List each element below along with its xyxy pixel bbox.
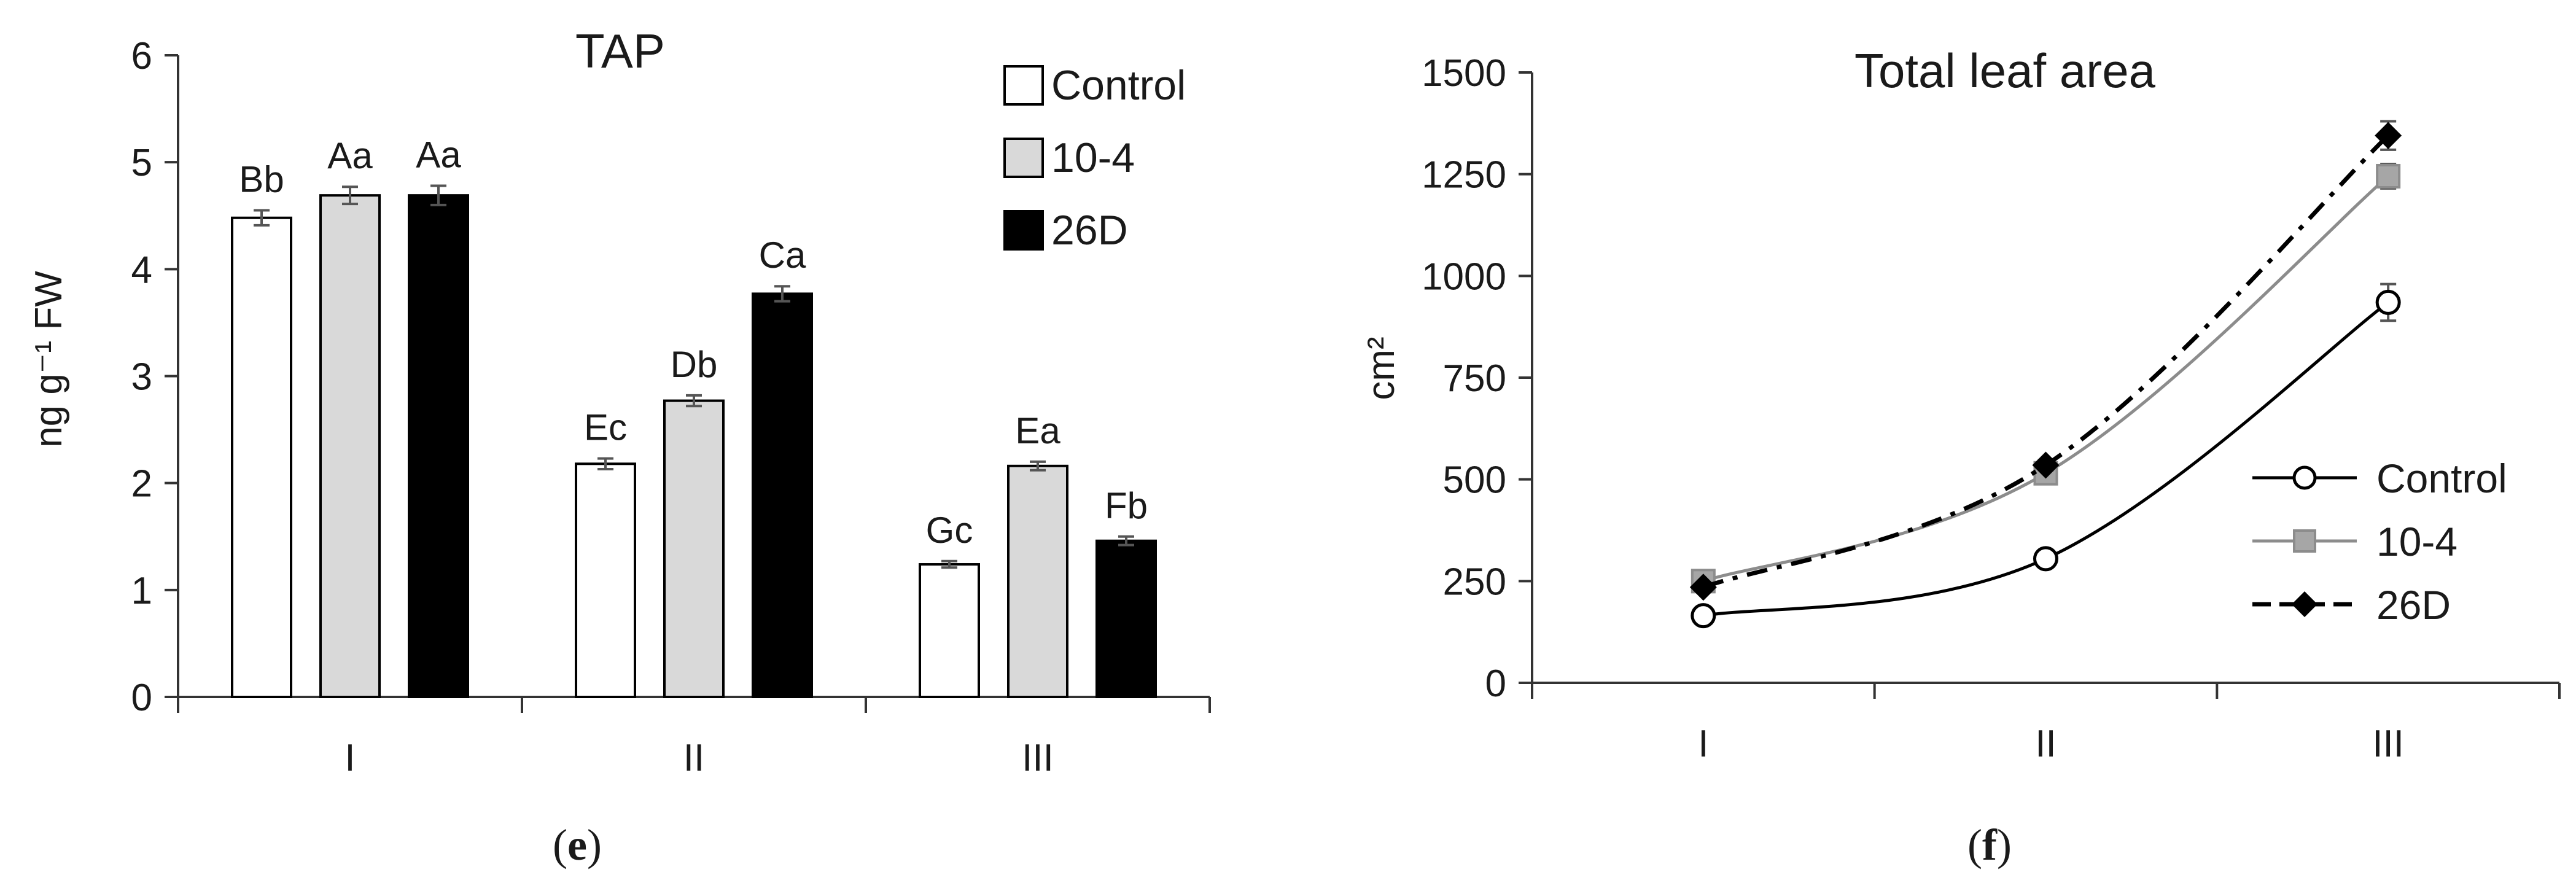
y-tick-label: 6 <box>131 35 152 77</box>
legend-swatch <box>1003 138 1044 178</box>
x-axis: I II III <box>177 696 1211 779</box>
x-tick-label: II <box>2035 723 2056 765</box>
legend-swatch <box>1003 65 1044 106</box>
y-tick-label: 500 <box>1443 459 1506 502</box>
legend-label: Control <box>1051 62 1186 109</box>
data-point <box>2292 465 2317 490</box>
y-tick-label: 1000 <box>1422 255 1506 298</box>
y-tick-label: 1 <box>131 570 152 612</box>
data-point <box>1691 603 1716 629</box>
data-point <box>2293 529 2316 553</box>
bar-series-group: Bb Ec Gc Aa Db Ea Aa Ca Fb <box>231 134 1157 699</box>
x-tick-label: III <box>1022 737 1054 779</box>
data-label: Ea <box>1015 410 1060 451</box>
series-line <box>1703 175 2389 583</box>
legend-label: 26D <box>2376 582 2451 628</box>
series-line <box>1702 134 2390 589</box>
data-label: Ec <box>584 407 627 448</box>
y-tick-label: 3 <box>131 356 152 399</box>
data-label: Gc <box>926 510 973 551</box>
y-axis: 0 250 500 750 1000 1250 1500 <box>1422 52 1533 705</box>
panel-label: (e) <box>553 820 602 870</box>
y-axis-label: cm² <box>1360 337 1403 400</box>
x-tick-label: II <box>683 737 704 779</box>
data-label: Db <box>671 344 718 385</box>
chart-title: Total leaf area <box>1854 44 2156 98</box>
legend-label: Control <box>2376 456 2507 501</box>
x-tick-label: I <box>1698 723 1708 765</box>
y-tick-label: 1250 <box>1422 154 1506 196</box>
data-point <box>2376 163 2401 189</box>
x-tick-label: III <box>2372 723 2404 765</box>
data-label: Aa <box>327 135 373 176</box>
panel-label: (f) <box>1967 820 2012 870</box>
bar <box>1095 539 1157 699</box>
data-point <box>2033 546 2058 572</box>
data-label: Bb <box>239 159 284 200</box>
y-tick-label: 1500 <box>1422 52 1506 95</box>
data-label: Fb <box>1105 485 1148 526</box>
leaf-area-line-chart: Total leaf area cm² 0 250 500 750 1000 1250 15… <box>1360 44 2561 870</box>
legend: Control 10-4 26D <box>1003 62 1186 254</box>
bar <box>663 399 725 699</box>
y-tick-label: 0 <box>1485 663 1506 705</box>
data-point <box>1689 574 1717 601</box>
x-tick-label: I <box>344 737 355 779</box>
data-point <box>2375 122 2402 149</box>
legend: Control 10-4 26D <box>2252 456 2507 628</box>
y-axis-label: ng g⁻¹ FW <box>28 271 70 448</box>
y-tick-label: 750 <box>1443 357 1506 400</box>
line-series-group <box>1689 120 2402 629</box>
data-label: Ca <box>759 235 806 276</box>
bar <box>231 216 292 698</box>
legend-label: 10-4 <box>2376 519 2457 564</box>
y-tick-label: 250 <box>1443 561 1506 603</box>
data-point <box>2292 591 2317 617</box>
data-label: Aa <box>416 134 461 175</box>
bar <box>575 462 636 698</box>
data-point <box>2032 451 2060 479</box>
bar <box>408 194 469 698</box>
chart-title: TAP <box>575 24 665 78</box>
legend-swatch <box>1003 210 1044 251</box>
y-tick-label: 2 <box>131 463 152 505</box>
y-tick-label: 0 <box>131 677 152 719</box>
bar <box>919 563 980 698</box>
data-point <box>2375 289 2401 315</box>
x-axis: I II III <box>1531 682 2561 765</box>
legend-label: 10-4 <box>1051 134 1135 181</box>
bar <box>319 194 381 698</box>
y-tick-label: 4 <box>131 249 152 291</box>
legend-label: 26D <box>1051 207 1128 254</box>
y-axis: 0 1 2 3 4 5 6 <box>131 35 179 719</box>
bar <box>752 292 813 698</box>
y-tick-label: 5 <box>131 142 152 184</box>
bar <box>1007 464 1068 698</box>
